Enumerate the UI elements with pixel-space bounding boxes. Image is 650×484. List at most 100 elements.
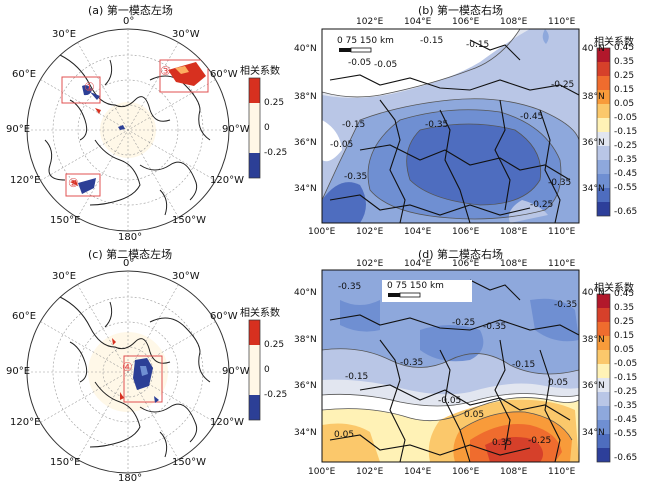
b-bottom-lon-100: 100°E xyxy=(308,227,336,237)
big-colorbar-d-tick: -0.35 xyxy=(614,401,638,411)
contour-label-b: -0.05 xyxy=(330,140,354,150)
region-marker-3: ③ xyxy=(160,64,171,78)
big-colorbar-d-tick: -0.05 xyxy=(614,359,638,369)
panel-b-title: (b) 第一模态右场 xyxy=(418,4,504,17)
d-bottom-lon-110: 110°E xyxy=(548,467,576,477)
small-colorbar-a-title: 相关系数 xyxy=(240,66,280,77)
b-left-lat-38: 38°N xyxy=(294,92,317,102)
d-top-lon-106: 106°E xyxy=(452,259,480,269)
b-top-lon-110: 110°E xyxy=(548,17,576,27)
b-bottom-lon-106: 106°E xyxy=(452,227,480,237)
big-colorbar-b-tick: 0.05 xyxy=(614,99,635,109)
contour-map-b xyxy=(321,28,580,224)
small-colorbar-a-tick: 0.25 xyxy=(264,98,285,108)
d-bottom-lon-100: 100°E xyxy=(308,467,336,477)
contour-label-b: -0.25 xyxy=(551,80,575,90)
d-top-lon-110: 110°E xyxy=(548,259,576,269)
panel-d-title: (d) 第二模态右场 xyxy=(418,248,504,261)
contour-label-d: -0.35 xyxy=(554,300,578,310)
contour-label-d: -0.25 xyxy=(452,318,476,328)
small-colorbar-c xyxy=(248,319,261,421)
scale-bar-b-label: 0 75 150 km xyxy=(337,36,394,46)
panel-c-title: (c) 第二模态左场 xyxy=(88,248,173,261)
polar-c-lon-90w: 90°W xyxy=(222,366,250,377)
d-bottom-lon-104: 104°E xyxy=(404,467,432,477)
polar-a-lon-60e: 60°E xyxy=(12,69,37,80)
b-bottom-lon-102: 102°E xyxy=(356,227,384,237)
contour-label-b: -0.05 xyxy=(348,58,372,68)
d-right-lat-40: 40°N xyxy=(582,288,605,298)
polar-a-lon-180: 180° xyxy=(118,232,143,243)
polar-c-lon-30e: 30°E xyxy=(52,271,77,282)
polar-a-lon-30e: 30°E xyxy=(52,29,77,40)
contour-label-d: -0.25 xyxy=(528,436,552,446)
b-bottom-lon-108: 108°E xyxy=(500,227,528,237)
d-top-lon-108: 108°E xyxy=(500,259,528,269)
big-colorbar-d-tick: -0.55 xyxy=(614,429,638,439)
b-left-lat-40: 40°N xyxy=(294,44,317,54)
small-colorbar-a xyxy=(248,77,261,179)
b-bottom-lon-110: 110°E xyxy=(548,227,576,237)
d-left-lat-38: 38°N xyxy=(294,335,317,345)
polar-c-lon-0: 0° xyxy=(123,258,135,269)
b-right-lat-34: 34°N xyxy=(582,184,605,194)
small-colorbar-a-tick: 0 xyxy=(264,123,270,133)
b-right-lat-40: 40°N xyxy=(582,44,605,54)
contour-label-d: -0.15 xyxy=(345,372,369,382)
polar-a-lon-90e: 90°E xyxy=(6,124,31,135)
big-colorbar-b-tick: -0.55 xyxy=(614,183,638,193)
scale-bar-d xyxy=(382,280,472,302)
big-colorbar-d-tick: -0.25 xyxy=(614,387,638,397)
polar-c-lon-180: 180° xyxy=(118,473,143,484)
region-marker-1: ① xyxy=(84,80,95,94)
big-colorbar-d-tick: -0.65 xyxy=(614,453,638,463)
contour-label-b: -0.35 xyxy=(548,178,572,188)
polar-c-lon-120e: 120°E xyxy=(10,417,41,428)
big-colorbar-d-title: 相关系数 xyxy=(594,283,634,294)
big-colorbar-d xyxy=(596,293,611,463)
b-left-lat-34: 34°N xyxy=(294,184,317,194)
b-left-lat-36: 36°N xyxy=(294,138,317,148)
polar-a-lon-150e: 150°E xyxy=(50,215,81,226)
big-colorbar-d-tick: 0.05 xyxy=(614,345,635,355)
d-left-lat-40: 40°N xyxy=(294,288,317,298)
big-colorbar-b-tick: -0.35 xyxy=(614,155,638,165)
d-left-lat-34: 34°N xyxy=(294,428,317,438)
big-colorbar-d-tick: 0.35 xyxy=(614,303,635,313)
d-right-lat-34: 34°N xyxy=(582,428,605,438)
small-colorbar-c-tick: 0 xyxy=(264,365,270,375)
big-colorbar-b-tick: 0.45 xyxy=(614,43,635,53)
contour-label-b: -0.35 xyxy=(344,172,368,182)
big-colorbar-b-tick: -0.45 xyxy=(614,169,638,179)
polar-c-lon-150e: 150°E xyxy=(50,457,81,468)
contour-label-d: -0.35 xyxy=(338,282,362,292)
contour-label-d: 0.05 xyxy=(548,378,569,388)
contour-label-b: -0.35 xyxy=(425,120,449,130)
small-colorbar-a-tick: -0.25 xyxy=(264,148,288,158)
d-bottom-lon-106: 106°E xyxy=(452,467,480,477)
big-colorbar-b-tick: -0.05 xyxy=(614,113,638,123)
big-colorbar-d-tick: -0.45 xyxy=(614,415,638,425)
contour-label-d: -0.35 xyxy=(400,358,424,368)
polar-c-lon-60w: 60°W xyxy=(210,311,238,322)
contour-label-d: 0.05 xyxy=(464,410,485,420)
polar-a-lon-0: 0° xyxy=(123,16,135,27)
contour-label-d: -0.35 xyxy=(483,322,507,332)
contour-map-d xyxy=(321,269,580,463)
small-colorbar-c-title: 相关系数 xyxy=(240,308,280,319)
b-right-lat-36: 36°N xyxy=(582,138,605,148)
contour-label-b: -0.25 xyxy=(530,200,554,210)
contour-label-d: 0.35 xyxy=(492,438,513,448)
small-colorbar-c-tick: 0.25 xyxy=(264,340,285,350)
big-colorbar-d-tick: 0.45 xyxy=(614,289,635,299)
big-colorbar-b-tick: -0.25 xyxy=(614,141,638,151)
b-bottom-lon-104: 104°E xyxy=(404,227,432,237)
contour-label-b: -0.15 xyxy=(466,40,490,50)
polar-c-lon-90e: 90°E xyxy=(6,366,31,377)
small-colorbar-c-tick: -0.25 xyxy=(264,390,288,400)
d-bottom-lon-108: 108°E xyxy=(500,467,528,477)
big-colorbar-b-tick: -0.15 xyxy=(614,127,638,137)
big-colorbar-b-tick: 0.25 xyxy=(614,71,635,81)
big-colorbar-d-tick: 0.25 xyxy=(614,317,635,327)
